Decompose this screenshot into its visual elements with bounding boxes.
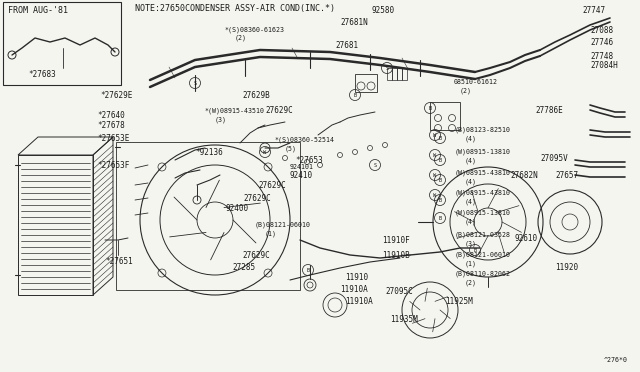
Bar	[3, 2, 121, 85]
Text: 27681N: 27681N	[340, 17, 368, 26]
Text: *27629E: *27629E	[100, 90, 132, 99]
Text: B: B	[438, 135, 442, 141]
Text: *27651: *27651	[105, 257, 132, 266]
Text: 11935M: 11935M	[390, 315, 418, 324]
Text: *27678: *27678	[97, 121, 125, 129]
Text: (W)08915-43810: (W)08915-43810	[455, 170, 511, 176]
Text: (3): (3)	[465, 241, 477, 247]
Text: B: B	[353, 93, 356, 97]
Bar	[355, 74, 377, 92]
Text: B: B	[438, 215, 442, 221]
Text: (B)08123-82510: (B)08123-82510	[455, 127, 511, 133]
Text: 924101: 924101	[290, 164, 314, 170]
Text: *(S)08360-52514: *(S)08360-52514	[275, 137, 335, 143]
Text: (5): (5)	[285, 146, 297, 152]
Text: 27285: 27285	[232, 263, 255, 273]
Text: B: B	[438, 157, 442, 163]
Text: (4): (4)	[465, 136, 477, 142]
Text: (B)08121-03528: (B)08121-03528	[455, 232, 511, 238]
Text: (2): (2)	[460, 88, 472, 94]
Text: 11910A: 11910A	[345, 298, 372, 307]
Text: S: S	[373, 163, 376, 167]
Text: 27629C: 27629C	[242, 250, 269, 260]
Text: *27640: *27640	[97, 110, 125, 119]
Text: *(W)08915-43510: *(W)08915-43510	[205, 108, 265, 114]
Text: 27682N: 27682N	[510, 170, 538, 180]
Text: (4): (4)	[465, 219, 477, 225]
Text: 27748: 27748	[590, 51, 613, 61]
Bar	[387, 68, 392, 80]
Text: 27746: 27746	[590, 38, 613, 46]
Text: 11910A: 11910A	[340, 285, 368, 295]
Text: (B)08121-06010: (B)08121-06010	[255, 222, 311, 228]
Text: (3): (3)	[215, 117, 227, 123]
Text: 27629C: 27629C	[258, 180, 285, 189]
Text: 11910B: 11910B	[382, 250, 410, 260]
Text: 27088: 27088	[590, 26, 613, 35]
Text: *(S)08360-61623: *(S)08360-61623	[225, 27, 285, 33]
Text: W: W	[433, 173, 436, 177]
Text: B: B	[474, 247, 477, 253]
Text: 11910F: 11910F	[382, 235, 410, 244]
Text: 11920: 11920	[555, 263, 578, 273]
Text: *27683: *27683	[28, 70, 56, 78]
Text: (W)08915-13810: (W)08915-13810	[455, 149, 511, 155]
Text: NOTE:27650CONDENSER ASSY-AIR COND(INC.*): NOTE:27650CONDENSER ASSY-AIR COND(INC.*)	[135, 3, 335, 13]
Text: (W)08915-13810: (W)08915-13810	[455, 210, 511, 216]
Text: (2): (2)	[465, 280, 477, 286]
Text: 92610: 92610	[515, 234, 538, 243]
Text: *92136: *92136	[195, 148, 223, 157]
Text: 27629C: 27629C	[265, 106, 292, 115]
Text: B: B	[438, 198, 442, 202]
Text: 27786E: 27786E	[535, 106, 563, 115]
Bar	[430, 102, 460, 130]
Text: (W)08915-43810: (W)08915-43810	[455, 190, 511, 196]
Text: (B)08110-82062: (B)08110-82062	[455, 271, 511, 277]
Text: 27681: 27681	[335, 41, 358, 49]
Text: FROM AUG-'81: FROM AUG-'81	[8, 6, 68, 15]
Text: W: W	[433, 192, 436, 198]
Text: 27629B: 27629B	[242, 90, 269, 99]
Text: 11925M: 11925M	[445, 298, 473, 307]
Text: S: S	[193, 80, 196, 86]
Text: B: B	[307, 267, 310, 273]
Text: 27095V: 27095V	[540, 154, 568, 163]
Text: ^276*0: ^276*0	[604, 357, 628, 363]
Text: 27747: 27747	[582, 6, 605, 15]
Text: (4): (4)	[465, 158, 477, 164]
Text: (2): (2)	[235, 35, 247, 41]
Text: 11910: 11910	[345, 273, 368, 282]
Text: *27653E: *27653E	[97, 134, 129, 142]
Text: *27653F: *27653F	[97, 160, 129, 170]
Text: (4): (4)	[465, 199, 477, 205]
Text: 27095C: 27095C	[385, 288, 413, 296]
Text: (1): (1)	[465, 261, 477, 267]
Text: (4): (4)	[465, 179, 477, 185]
Bar	[397, 68, 402, 80]
Text: *27653: *27653	[295, 155, 323, 164]
Text: 92410: 92410	[290, 170, 313, 180]
Text: B: B	[438, 177, 442, 183]
Text: 27629C: 27629C	[243, 193, 271, 202]
Text: W: W	[433, 132, 436, 138]
Text: 08510-61612: 08510-61612	[454, 79, 498, 85]
Text: 27657: 27657	[555, 170, 578, 180]
Text: S: S	[385, 65, 388, 71]
Text: (1): (1)	[265, 231, 277, 237]
Text: W: W	[264, 150, 267, 154]
Bar	[402, 68, 407, 80]
Text: W: W	[433, 153, 436, 157]
Text: 92400: 92400	[225, 203, 248, 212]
Bar	[392, 68, 397, 80]
Text: (B)08121-06010: (B)08121-06010	[455, 252, 511, 258]
Text: B: B	[428, 106, 431, 110]
Text: 27084H: 27084H	[590, 61, 618, 70]
Text: 92580: 92580	[372, 6, 395, 15]
